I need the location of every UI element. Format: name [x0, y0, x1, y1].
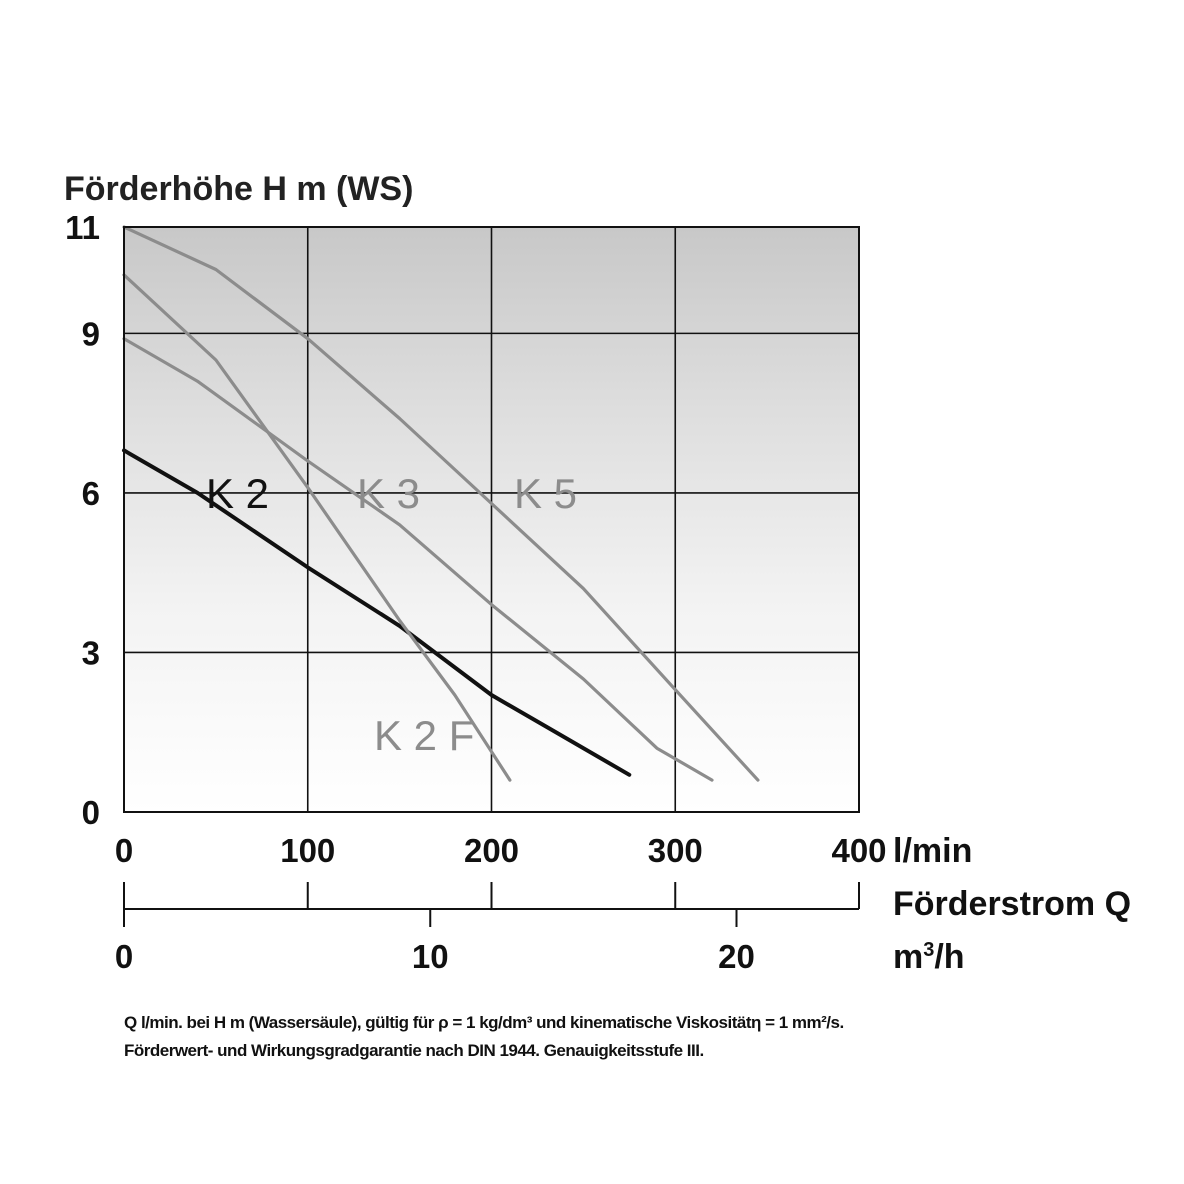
footnote-line-1: Q l/min. bei H m (Wassersäule), gültig f…	[124, 1013, 844, 1032]
x-secondary-tick-label-20: 20	[718, 938, 755, 975]
series-lines	[122, 225, 760, 782]
y-tick-label-3: 3	[82, 634, 100, 671]
y-tick-labels: 0 3 6 9 11	[65, 209, 100, 831]
x-secondary-tick-label-10: 10	[412, 938, 449, 975]
series-line-k-2-f	[122, 273, 512, 782]
y-tick-label-6: 6	[82, 475, 100, 512]
x-secondary-tick-labels: 0 10 20	[115, 938, 755, 975]
x-primary-tick-labels: 0 100 200 300 400	[115, 832, 887, 869]
x-tick-label-400: 400	[831, 832, 886, 869]
x-tick-label-0: 0	[115, 832, 133, 869]
x-axis-title: Förderstrom Q	[893, 885, 1131, 923]
x-unit-secondary: m3/h	[893, 938, 965, 976]
series-line-k-3	[122, 337, 714, 782]
x-tick-label-200: 200	[464, 832, 519, 869]
x-secondary-tick-label-0: 0	[115, 938, 133, 975]
plot-border	[123, 226, 860, 813]
x-tick-label-100: 100	[280, 832, 335, 869]
y-tick-label-11: 11	[65, 209, 100, 246]
series-line-k-2	[122, 448, 632, 777]
y-tick-label-9: 9	[82, 315, 100, 352]
series-labels: K 2 K 3 K 5 K 2 F	[206, 470, 577, 759]
x-unit-primary: l/min	[893, 832, 972, 870]
x-tick-label-300: 300	[648, 832, 703, 869]
series-label-k-2-f: K 2 F	[374, 712, 474, 759]
series-label-k-2: K 2	[206, 470, 269, 517]
y-axis-title: Förderhöhe H m (WS)	[64, 170, 413, 208]
series-line-k-5	[122, 225, 760, 782]
grid	[124, 227, 859, 812]
series-label-k-3: K 3	[357, 470, 420, 517]
y-tick-label-0: 0	[82, 794, 100, 831]
footnote-line-2: Förderwert- und Wirkungsgradgarantie nac…	[124, 1041, 704, 1060]
series-label-k-5: K 5	[514, 470, 577, 517]
x-secondary-axis	[123, 882, 860, 927]
